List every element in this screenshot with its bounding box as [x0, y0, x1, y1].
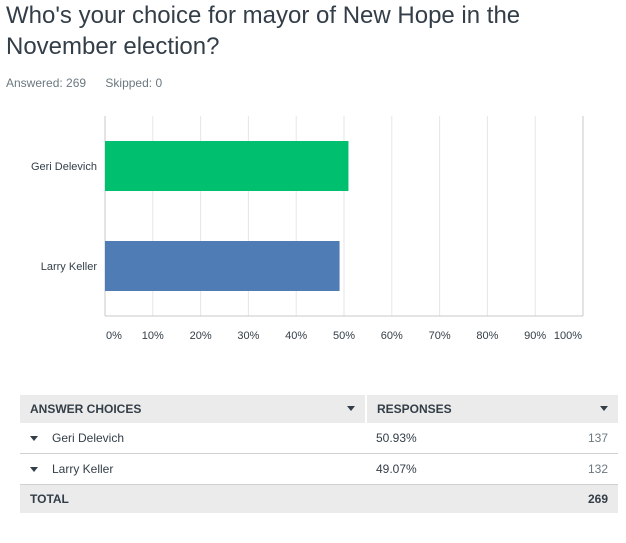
response-count: 137	[517, 423, 618, 454]
x-tick-label: 50%	[333, 330, 355, 342]
x-tick-label: 90%	[524, 330, 546, 342]
bar	[105, 141, 349, 191]
x-tick-label: 70%	[429, 330, 451, 342]
total-spacer	[366, 484, 518, 513]
responses-header[interactable]: RESPONSES	[366, 395, 618, 423]
x-tick-label: 30%	[237, 330, 259, 342]
x-tick-label: 80%	[476, 330, 498, 342]
answer-choice-label: Geri Delevich	[52, 431, 125, 445]
responses-table: ANSWER CHOICES RESPONSES Geri Delevich 5…	[20, 395, 618, 513]
table-row: Larry Keller 49.07% 132	[20, 453, 618, 485]
table-row: Geri Delevich 50.93% 137	[20, 423, 618, 454]
answer-choice-cell: Larry Keller	[20, 453, 366, 485]
response-stats: Answered: 269 Skipped: 0	[6, 76, 178, 90]
answer-choice-cell: Geri Delevich	[20, 423, 366, 454]
x-tick-label: 0%	[106, 330, 122, 342]
answer-choice-label: Larry Keller	[52, 462, 114, 476]
skipped-count: Skipped: 0	[105, 76, 163, 90]
total-count: 269	[517, 484, 618, 513]
x-tick-label: 100%	[554, 330, 582, 342]
sort-caret-icon[interactable]	[347, 406, 355, 411]
category-label: Larry Keller	[41, 261, 98, 273]
answered-count: Answered: 269	[6, 76, 87, 90]
question-title: Who's your choice for mayor of New Hope …	[6, 2, 521, 60]
answer-choices-header[interactable]: ANSWER CHOICES	[20, 395, 367, 423]
responses-header-label: RESPONSES	[377, 402, 452, 416]
bar	[105, 241, 340, 291]
expand-caret-icon[interactable]	[30, 467, 38, 473]
category-label: Geri Delevich	[31, 161, 97, 173]
total-label: TOTAL	[20, 484, 366, 513]
sort-caret-icon[interactable]	[600, 406, 608, 411]
answer-choices-header-label: ANSWER CHOICES	[30, 402, 142, 416]
bar-chart: 0% 10% 20% 30% 40% 50% 60% 70% 80% 90% 100% Geri De…	[31, 116, 584, 342]
x-tick-label: 10%	[142, 330, 164, 342]
x-tick-label: 20%	[190, 330, 212, 342]
x-tick-label: 60%	[381, 330, 403, 342]
response-percent: 49.07%	[366, 453, 518, 485]
expand-caret-icon[interactable]	[30, 436, 38, 442]
x-tick-label: 40%	[285, 330, 307, 342]
total-row: TOTAL 269	[20, 484, 618, 513]
response-count: 132	[517, 453, 618, 485]
response-percent: 50.93%	[366, 423, 518, 454]
